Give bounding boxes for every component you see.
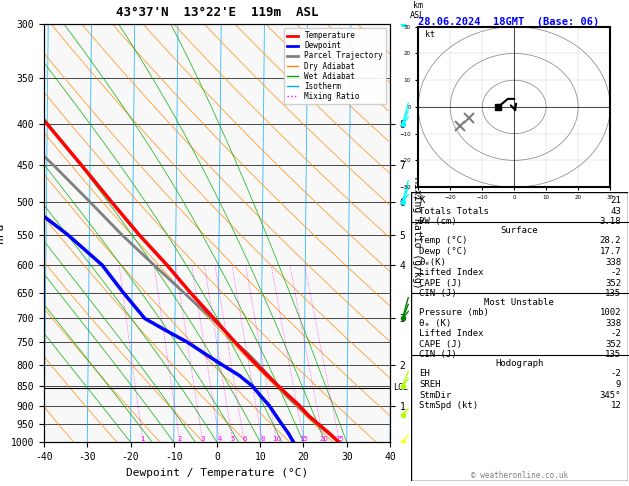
- Text: 3.18: 3.18: [599, 217, 621, 226]
- Text: 25: 25: [335, 436, 344, 442]
- Text: StmDir: StmDir: [420, 391, 452, 399]
- Text: © weatheronline.co.uk: © weatheronline.co.uk: [470, 471, 568, 480]
- Legend: Temperature, Dewpoint, Parcel Trajectory, Dry Adiabat, Wet Adiabat, Isotherm, Mi: Temperature, Dewpoint, Parcel Trajectory…: [284, 28, 386, 104]
- Text: 17.7: 17.7: [599, 247, 621, 256]
- Text: EH: EH: [420, 369, 430, 379]
- Text: 15: 15: [299, 436, 308, 442]
- Y-axis label: Mixing Ratio (g/kg): Mixing Ratio (g/kg): [412, 177, 422, 289]
- Text: Surface: Surface: [501, 226, 538, 235]
- Text: 338: 338: [605, 319, 621, 328]
- Text: 352: 352: [605, 278, 621, 288]
- Title: 43°37'N  13°22'E  119m  ASL: 43°37'N 13°22'E 119m ASL: [116, 6, 318, 19]
- Text: 43: 43: [611, 207, 621, 216]
- Text: 135: 135: [605, 350, 621, 360]
- Text: -2: -2: [611, 369, 621, 379]
- Text: 1002: 1002: [599, 308, 621, 317]
- Text: km
ASL: km ASL: [410, 0, 425, 20]
- Text: Dewp (°C): Dewp (°C): [420, 247, 468, 256]
- Text: CAPE (J): CAPE (J): [420, 278, 462, 288]
- X-axis label: Dewpoint / Temperature (°C): Dewpoint / Temperature (°C): [126, 468, 308, 478]
- Text: 1: 1: [141, 436, 145, 442]
- Text: 20: 20: [320, 436, 328, 442]
- Text: CIN (J): CIN (J): [420, 289, 457, 298]
- Text: CIN (J): CIN (J): [420, 350, 457, 360]
- Text: 345°: 345°: [599, 391, 621, 399]
- Text: StmSpd (kt): StmSpd (kt): [420, 401, 479, 410]
- Text: Pressure (mb): Pressure (mb): [420, 308, 489, 317]
- Text: 3: 3: [201, 436, 205, 442]
- Text: 6: 6: [242, 436, 247, 442]
- Text: 352: 352: [605, 340, 621, 349]
- Text: Most Unstable: Most Unstable: [484, 297, 554, 307]
- Text: 5: 5: [231, 436, 235, 442]
- Y-axis label: hPa: hPa: [0, 223, 5, 243]
- Text: K: K: [420, 196, 425, 205]
- Text: 4: 4: [218, 436, 222, 442]
- Text: 10: 10: [272, 436, 281, 442]
- Text: 2: 2: [178, 436, 182, 442]
- Text: Temp (°C): Temp (°C): [420, 236, 468, 245]
- Text: θₑ(K): θₑ(K): [420, 258, 447, 266]
- Text: Lifted Index: Lifted Index: [420, 268, 484, 277]
- Text: 8: 8: [260, 436, 265, 442]
- Text: 338: 338: [605, 258, 621, 266]
- Text: Lifted Index: Lifted Index: [420, 330, 484, 338]
- Text: 9: 9: [616, 380, 621, 389]
- Text: kt: kt: [425, 31, 435, 39]
- Text: 28.2: 28.2: [599, 236, 621, 245]
- Text: Totals Totals: Totals Totals: [420, 207, 489, 216]
- Text: 21: 21: [611, 196, 621, 205]
- Text: SREH: SREH: [420, 380, 441, 389]
- Text: -2: -2: [611, 268, 621, 277]
- Text: PW (cm): PW (cm): [420, 217, 457, 226]
- Text: θₑ (K): θₑ (K): [420, 319, 452, 328]
- Text: -2: -2: [611, 330, 621, 338]
- Text: CAPE (J): CAPE (J): [420, 340, 462, 349]
- Text: 28.06.2024  18GMT  (Base: 06): 28.06.2024 18GMT (Base: 06): [418, 17, 599, 27]
- Text: LCL: LCL: [394, 383, 408, 392]
- Text: Hodograph: Hodograph: [495, 359, 543, 368]
- Text: 12: 12: [611, 401, 621, 410]
- Text: 135: 135: [605, 289, 621, 298]
